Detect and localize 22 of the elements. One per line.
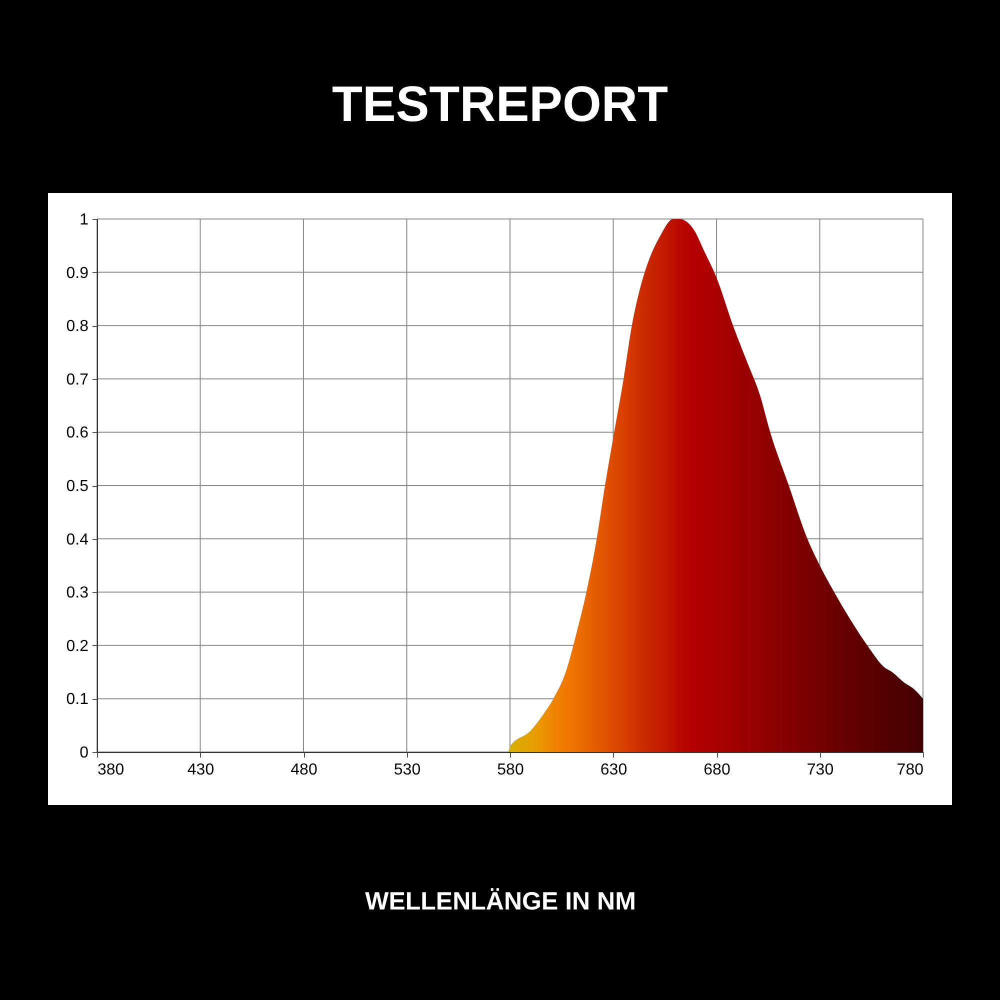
x-tick-label: 680 bbox=[704, 762, 730, 778]
y-tick-label: 0.7 bbox=[66, 371, 89, 388]
x-axis-title: WELLENLÄNGE IN NM bbox=[365, 888, 636, 916]
y-tick-label: 0.1 bbox=[66, 691, 89, 708]
y-tick-label: 0.9 bbox=[66, 264, 89, 282]
y-tick-label: 0.4 bbox=[66, 531, 89, 548]
y-tick-label: 0.6 bbox=[66, 424, 89, 442]
x-tick-label: 780 bbox=[896, 762, 924, 778]
x-tick-label: 480 bbox=[290, 762, 318, 778]
y-tick-label: 0 bbox=[80, 744, 89, 762]
y-tick-label: 0.3 bbox=[66, 584, 89, 602]
x-tick-label: 580 bbox=[497, 762, 524, 778]
y-tick-label: 0.5 bbox=[66, 478, 89, 495]
y-tick-label: 0.8 bbox=[66, 318, 89, 336]
x-tick-label: 380 bbox=[98, 762, 124, 778]
x-tick-label: 630 bbox=[600, 762, 628, 778]
x-tick-label: 730 bbox=[806, 762, 834, 778]
chart-title: TESTREPORT bbox=[332, 76, 668, 132]
x-tick-label: 430 bbox=[187, 762, 214, 778]
x-tick-label: 530 bbox=[394, 762, 421, 778]
y-tick-label: 1 bbox=[80, 212, 89, 228]
y-tick-label: 0.2 bbox=[66, 638, 89, 655]
